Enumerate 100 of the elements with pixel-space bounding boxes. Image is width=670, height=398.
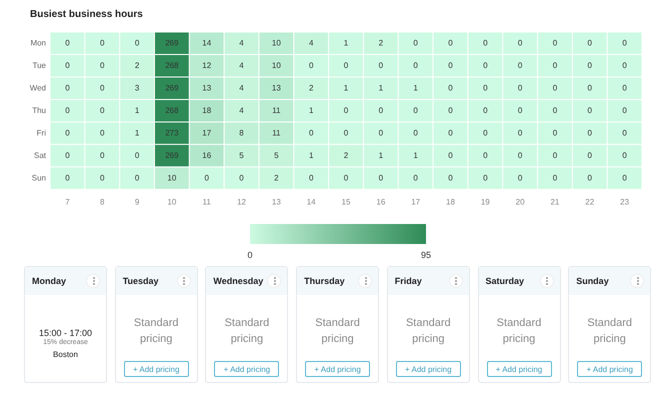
x-tick-label: 22 (585, 197, 595, 206)
data-label: 0 (552, 106, 558, 115)
category-label: Monday (32, 276, 66, 286)
data-label: 0 (308, 173, 314, 182)
data-label: 0 (518, 60, 523, 70)
text: Standard pricing (315, 317, 360, 345)
data-label: 11 (272, 106, 282, 115)
data-label: 0 (483, 173, 488, 182)
x-tick-label: 15 (342, 197, 351, 206)
data-label: 0 (552, 128, 558, 138)
category-label: Friday (394, 276, 422, 286)
data-label: 0 (622, 60, 628, 70)
y-tick-label: Tue (32, 60, 47, 70)
text: Standard pricing (496, 317, 542, 345)
data-label: 0 (483, 106, 488, 115)
data-label: 0 (65, 83, 70, 92)
category-label: Thursday (304, 276, 345, 286)
x-tick-label: 13 (272, 197, 282, 206)
data-label: 10 (167, 173, 177, 182)
category-label: Sunday (576, 276, 609, 286)
x-tick-label: 20 (516, 197, 526, 206)
data-label: 4 (239, 83, 244, 92)
y-tick-label: Mon (30, 38, 46, 48)
data-label: 0 (308, 128, 314, 138)
data-label: 1 (308, 150, 314, 160)
category-label: Wednesday (213, 276, 264, 286)
data-label: 0 (378, 106, 384, 115)
data-label: 0 (65, 173, 70, 182)
data-label: 14 (202, 38, 212, 48)
data-label: 2 (378, 38, 384, 48)
data-label: 0 (134, 38, 140, 48)
data-label: 0 (448, 173, 454, 182)
data-label: 0 (65, 60, 70, 70)
x-tick-label: 17 (411, 197, 421, 206)
data-label: 0 (100, 106, 106, 115)
data-label: 8 (239, 128, 244, 138)
x-tick-label: 11 (202, 197, 212, 206)
y-tick-label: Thu (32, 106, 46, 115)
data-label: 0 (100, 128, 106, 138)
text: 15:00 - 17:00 (38, 328, 92, 338)
data-label: 4 (308, 38, 314, 48)
data-label: 1 (378, 150, 384, 160)
data-label: 0 (622, 173, 628, 182)
text: + Add pricing (314, 365, 361, 374)
data-label: 269 (165, 38, 180, 48)
data-label: 0 (552, 83, 558, 92)
data-label: 0 (552, 60, 558, 70)
data-label: 0 (378, 173, 384, 182)
text: Standard pricing (587, 317, 632, 345)
text: + Add pricing (586, 365, 633, 374)
text: + Add pricing (405, 365, 452, 374)
data-label: 273 (165, 128, 180, 138)
data-label: 0 (413, 38, 418, 48)
data-label: 0 (344, 173, 349, 182)
y-tick-label: Sun (32, 173, 46, 182)
x-tick-label: 14 (306, 197, 316, 206)
data-label: 2 (308, 83, 314, 92)
data-label: 1 (134, 128, 140, 138)
data-label: 13 (202, 83, 212, 92)
data-label: 2 (344, 150, 349, 160)
data-label: 0 (65, 128, 70, 138)
x-tick-label: 23 (620, 197, 630, 206)
data-label: 10 (272, 60, 282, 70)
data-label: 268 (165, 60, 180, 70)
data-label: 0 (518, 173, 523, 182)
data-label: 0 (622, 38, 628, 48)
y-tick-label: Sat (34, 150, 47, 160)
x-tick-label: 19 (480, 197, 490, 206)
data-label: 0 (100, 173, 106, 182)
data-label: 0 (134, 173, 140, 182)
data-label: 0 (483, 60, 488, 70)
data-label: 0 (483, 83, 488, 92)
x-tick-label: 12 (237, 197, 247, 206)
data-label: 0 (204, 173, 210, 182)
data-label: 0 (413, 106, 418, 115)
x-tick-label: 10 (167, 197, 177, 206)
text: + Add pricing (224, 365, 270, 374)
y-tick-label: Fri (36, 128, 46, 138)
data-label: 0 (588, 60, 593, 70)
data-label: 12 (202, 60, 212, 70)
data-label: 0 (518, 106, 523, 115)
x-tick-label: 21 (550, 197, 560, 206)
text: Standard pricing (134, 317, 179, 345)
data-label: 0 (378, 128, 384, 138)
x-tick-label: 7 (65, 197, 70, 206)
x-tick-label: 18 (446, 197, 456, 206)
data-label: 0 (518, 128, 523, 138)
data-label: 0 (588, 128, 593, 138)
data-label: 1 (308, 106, 314, 115)
data-label: 0 (518, 38, 523, 48)
data-label: 0 (100, 150, 106, 160)
data-label: 0 (100, 38, 106, 48)
data-label: 0 (65, 38, 70, 48)
data-label: 0 (622, 106, 628, 115)
data-label: 1 (378, 83, 384, 92)
data-label: 0 (448, 150, 454, 160)
data-label: 2 (274, 173, 280, 182)
data-label: 0 (448, 128, 454, 138)
y-tick-label: Wed (30, 83, 46, 92)
data-label: 0 (622, 150, 628, 160)
